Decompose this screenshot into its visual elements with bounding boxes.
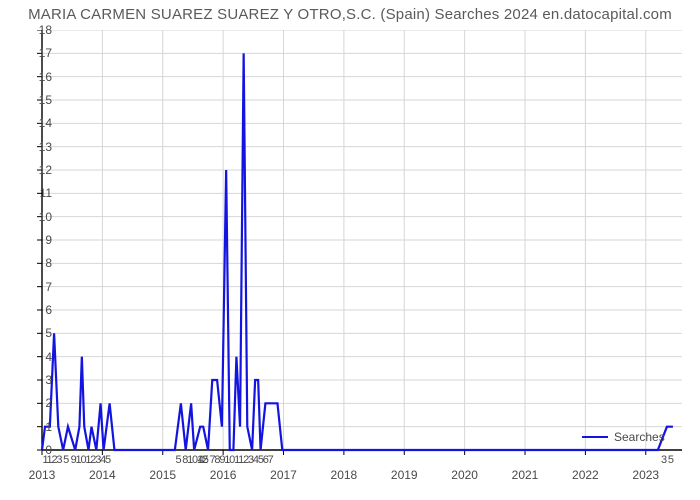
x-tick-label: 2015 [149,468,176,482]
y-tick-label: 16 [12,70,52,84]
y-tick-label: 14 [12,116,52,130]
x-tick-minor-label: 3 5 [661,454,673,466]
y-tick-label: 17 [12,46,52,60]
legend-label: Searches [614,430,665,444]
y-tick-label: 1 [12,420,52,434]
y-tick-label: 8 [12,256,52,270]
y-tick-label: 9 [12,233,52,247]
y-tick-label: 5 [12,326,52,340]
x-tick-label: 2022 [572,468,599,482]
chart-container: MARIA CARMEN SUAREZ SUAREZ Y OTRO,S.C. (… [0,0,700,500]
y-tick-label: 15 [12,93,52,107]
y-tick-label: 7 [12,280,52,294]
y-tick-label: 4 [12,350,52,364]
x-tick-label: 2014 [89,468,116,482]
x-tick-label: 2019 [391,468,418,482]
x-tick-label: 2018 [331,468,358,482]
y-tick-label: 13 [12,140,52,154]
x-tick-label: 2020 [451,468,478,482]
legend: Searches [582,430,665,444]
x-tick-minor-label: 1123 5 [42,454,68,466]
y-tick-label: 18 [12,23,52,37]
y-tick-label: 11 [12,186,52,200]
y-tick-label: 2 [12,396,52,410]
plot-area [42,30,682,450]
x-tick-label: 2013 [29,468,56,482]
y-tick-label: 6 [12,303,52,317]
legend-line [582,436,608,438]
x-tick-minor-label: 91012345 [71,454,110,466]
chart-title: MARIA CARMEN SUAREZ SUAREZ Y OTRO,S.C. (… [0,6,700,23]
x-tick-label: 2017 [270,468,297,482]
y-tick-label: 10 [12,210,52,224]
x-tick-label: 2021 [512,468,539,482]
x-tick-label: 2023 [632,468,659,482]
x-tick-minor-label: 45 7891011234567 [198,454,273,466]
y-tick-label: 12 [12,163,52,177]
chart-svg [36,30,682,456]
y-tick-label: 3 [12,373,52,387]
x-tick-label: 2016 [210,468,237,482]
